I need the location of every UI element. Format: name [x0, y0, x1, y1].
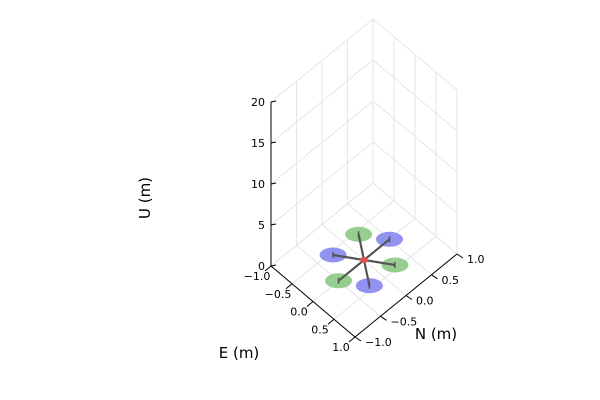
grid-line: [270, 18, 374, 103]
x-axis-label: E (m): [219, 344, 260, 362]
x-tick-label: 0.5: [311, 323, 329, 336]
z-tick-mark: [270, 141, 277, 144]
z-tick-mark: [270, 264, 277, 267]
x-tick-label: −0.5: [265, 288, 292, 301]
grid-line: [270, 59, 374, 144]
y-tick-label: −0.5: [391, 315, 418, 328]
y-tick-label: 0.5: [442, 274, 460, 287]
grid-line: [270, 141, 374, 226]
z-tick-label: 0: [258, 260, 265, 273]
x-tick-mark: [306, 301, 314, 307]
grid-line: [372, 141, 458, 214]
grid-line: [372, 59, 458, 132]
grid-line: [372, 18, 458, 91]
rotor-arm: [363, 258, 396, 267]
z-axis-label: U (m): [136, 177, 154, 219]
z-tick-mark: [270, 223, 277, 226]
y-tick-mark: [456, 253, 464, 259]
y-tick-label: −1.0: [365, 336, 392, 349]
axes: [264, 100, 464, 343]
x-tick-mark: [264, 265, 272, 272]
y-tick-mark: [405, 295, 413, 300]
rotor-arm: [332, 253, 365, 262]
tick-labels: −1.0−0.50.00.51.0 −1.0−0.50.00.51.0051015…: [244, 96, 485, 354]
z-tick-label: 10: [251, 178, 265, 191]
y-tick-mark: [431, 274, 438, 280]
z-tick-label: 5: [258, 219, 265, 232]
grid-line: [372, 100, 458, 173]
grid-line: [270, 100, 374, 185]
y-tick-mark: [380, 315, 387, 321]
x-tick-label: 0.0: [290, 306, 308, 319]
grid-line: [372, 182, 458, 255]
z-tick-label: 15: [251, 137, 265, 150]
vehicle-body: [360, 257, 368, 263]
z-tick-label: 20: [251, 96, 265, 109]
rotor-arm: [337, 259, 365, 282]
z-tick-mark: [270, 182, 277, 185]
quadrotor: [319, 226, 409, 294]
x-tick-label: 1.0: [332, 341, 350, 354]
z-tick-mark: [270, 100, 277, 103]
x-tick-label: −1.0: [244, 270, 271, 283]
grid-line: [270, 182, 374, 267]
y-axis-label: N (m): [415, 325, 457, 343]
y-tick-label: 0.0: [416, 295, 434, 308]
x-tick-mark: [285, 283, 293, 290]
rotor-arm: [357, 234, 366, 261]
x-tick-mark: [327, 318, 335, 325]
rotor-arm: [362, 259, 371, 286]
rotor-arm: [363, 238, 391, 261]
x-tick-mark: [348, 336, 356, 343]
y-tick-mark: [354, 336, 362, 342]
y-tick-label: 1.0: [467, 253, 485, 266]
